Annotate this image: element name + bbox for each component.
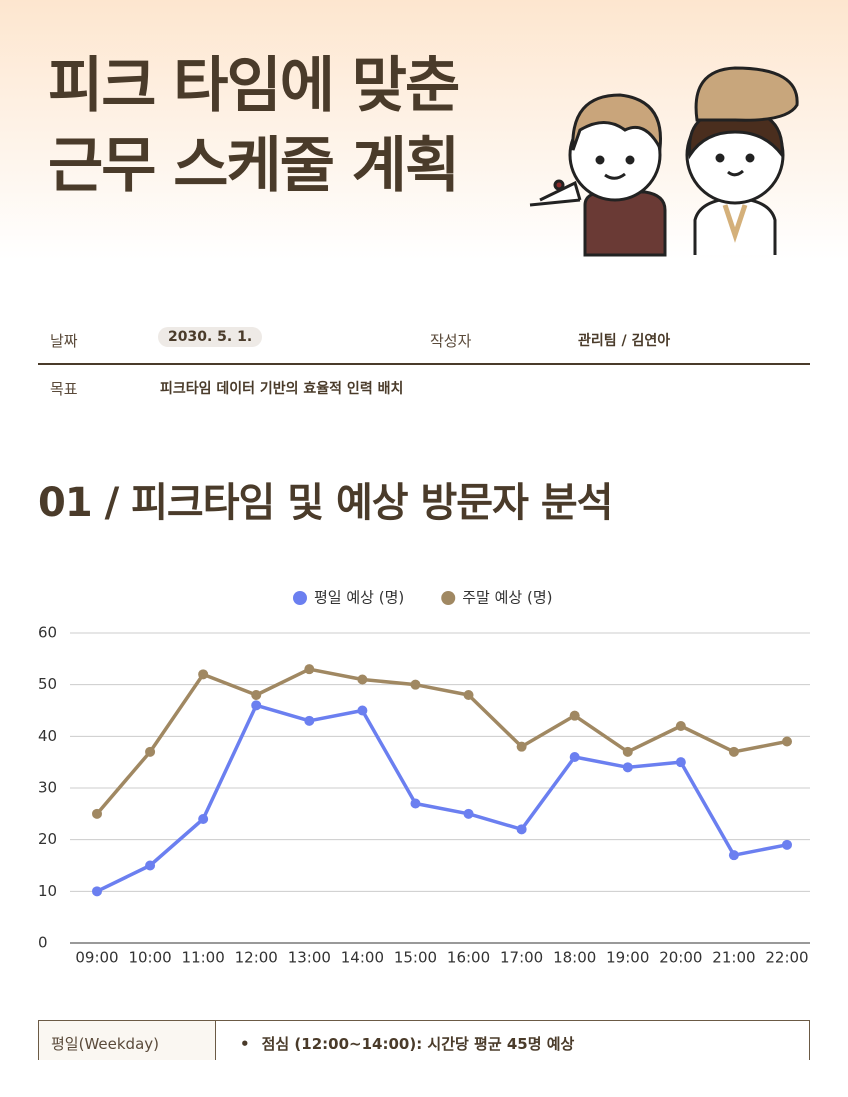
- data-point: [728, 850, 739, 861]
- title-line: 근무 스케줄 계획: [48, 131, 460, 201]
- y-tick-label: 30: [38, 779, 57, 797]
- data-point: [569, 752, 580, 762]
- data-point: [198, 814, 209, 824]
- date: 2030. 5. 1.: [158, 327, 263, 347]
- author: 관리팀 / 김연아: [578, 333, 671, 349]
- data-point: [145, 860, 156, 871]
- title: 피크 타임에 맞춘 근무 스케줄 계획: [48, 46, 460, 206]
- table-cell: 점심 (12:00~14:00): 시간당 평균 45명 예상: [216, 1021, 598, 1060]
- title-line: 피크 타임에 맞춘: [48, 51, 460, 121]
- series-line: [95, 667, 788, 815]
- data-point: [304, 715, 315, 726]
- data-point: [92, 808, 102, 819]
- data-point: [675, 721, 686, 731]
- legend-marker: [441, 591, 456, 605]
- data-point: [357, 674, 368, 685]
- x-tick-label: 13:00: [288, 949, 331, 967]
- x-tick-label: 15:00: [394, 949, 437, 967]
- divider: [38, 363, 810, 365]
- goal: 피크타임 데이터 기반의 효율적 인력 배치: [160, 381, 404, 397]
- data-point: [251, 700, 262, 711]
- y-tick-label: 20: [38, 830, 57, 848]
- x-tick-label: 19:00: [606, 949, 649, 967]
- chart: 0 10 20 30 40 50 60 09:00 10:00 11:00 12:00 13:00 14…: [38, 589, 810, 967]
- table-row: 평일(Weekday) 점심 (12:00~14:00): 시간당 평균 45명…: [38, 1020, 810, 1060]
- series-line: [96, 703, 788, 893]
- x-tick-label: 12:00: [235, 949, 278, 967]
- label: 작성자: [430, 332, 472, 350]
- data-point: [782, 839, 792, 850]
- data-point: [357, 705, 368, 716]
- illustration: [529, 66, 799, 257]
- data-point: [516, 741, 527, 752]
- data-point: [304, 664, 315, 675]
- data-point: [728, 746, 739, 757]
- x-tick-label: 09:00: [75, 949, 118, 967]
- legend-marker: [293, 591, 307, 605]
- x-tick-label: 18:00: [553, 949, 596, 967]
- data-point: [251, 690, 262, 700]
- data-point: [516, 824, 527, 835]
- x-tick-label: 16:00: [447, 949, 490, 967]
- data-point: [675, 757, 686, 768]
- x-tick-label: 17:00: [500, 949, 543, 967]
- data-point: [145, 746, 156, 757]
- x-tick-label: 22:00: [765, 949, 808, 967]
- label: 목표: [50, 380, 78, 398]
- data-point: [410, 798, 421, 809]
- y-tick-label: 0: [38, 934, 48, 952]
- data-point: [622, 762, 633, 773]
- x-tick-label: 21:00: [712, 949, 755, 967]
- table-header-cell: 평일(Weekday): [39, 1021, 216, 1060]
- data-point: [410, 679, 421, 690]
- x-tick-label: 11:00: [182, 949, 225, 967]
- data-point: [782, 736, 792, 747]
- label: 날짜: [50, 332, 78, 350]
- data-point: [622, 746, 633, 757]
- y-tick-label: 50: [38, 675, 57, 693]
- section-title: 01 / 피크타임 및 예상 방문자 분석: [38, 480, 613, 526]
- data-point: [92, 886, 102, 897]
- data-point: [569, 710, 580, 721]
- x-tick-label: 10:00: [128, 949, 171, 967]
- legend-label: 주말 예상 (명): [462, 589, 552, 607]
- y-tick-label: 10: [38, 882, 57, 900]
- x-tick-label: 14:00: [341, 949, 384, 967]
- data-point: [463, 808, 474, 819]
- legend-label: 평일 예상 (명): [314, 589, 404, 607]
- x-tick-label: 20:00: [659, 949, 702, 967]
- data-point: [198, 669, 209, 680]
- y-tick-label: 60: [38, 624, 57, 642]
- y-tick-label: 40: [38, 727, 57, 745]
- data-point: [463, 690, 474, 700]
